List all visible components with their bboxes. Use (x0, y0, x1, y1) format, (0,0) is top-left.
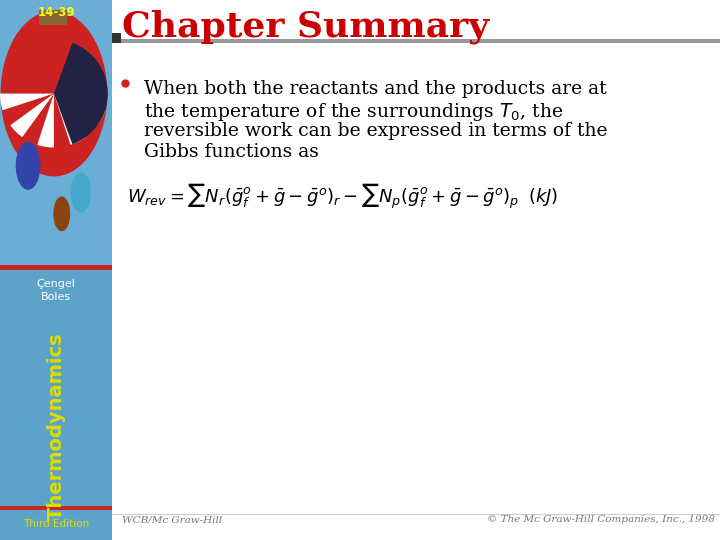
Wedge shape (0, 93, 54, 110)
Text: $W_{rev} = \sum N_r(\bar{g}_f^o + \bar{g} - \bar{g}^o)_r - \sum N_p(\bar{g}_f^o : $W_{rev} = \sum N_r(\bar{g}_f^o + \bar{g… (127, 182, 559, 211)
Text: Çengel
Boles: Çengel Boles (37, 279, 76, 302)
Bar (112, 514, 720, 515)
Bar (0, 267, 112, 508)
Text: WCB/Mc Graw-Hill: WCB/Mc Graw-Hill (122, 516, 222, 524)
Wedge shape (37, 93, 54, 147)
Bar (40, 10, 68, 25)
Text: Thermodynamics: Thermodynamics (47, 333, 66, 521)
Text: the temperature of the surroundings $T_0$, the: the temperature of the surroundings $T_0… (144, 101, 564, 123)
Wedge shape (10, 93, 54, 137)
Ellipse shape (71, 172, 91, 213)
Text: Chapter Summary: Chapter Summary (122, 10, 490, 44)
Text: When both the reactants and the products are at: When both the reactants and the products… (144, 80, 607, 98)
Bar (0, 506, 112, 510)
Text: 14-39: 14-39 (37, 6, 75, 19)
Bar (112, 33, 121, 43)
Ellipse shape (53, 197, 71, 231)
Wedge shape (54, 93, 105, 125)
Text: Third Edition: Third Edition (23, 519, 89, 529)
Bar (0, 0, 112, 267)
Wedge shape (54, 43, 108, 144)
Bar (112, 39, 720, 43)
Ellipse shape (16, 141, 40, 190)
Text: © The Mc Graw-Hill Companies, Inc., 1998: © The Mc Graw-Hill Companies, Inc., 1998 (487, 516, 715, 524)
Bar (0, 265, 112, 271)
Ellipse shape (1, 11, 107, 177)
Bar (0, 508, 112, 540)
Text: reversible work can be expressed in terms of the: reversible work can be expressed in term… (144, 122, 608, 140)
Text: Gibbs functions as: Gibbs functions as (144, 143, 319, 161)
Wedge shape (54, 93, 86, 145)
